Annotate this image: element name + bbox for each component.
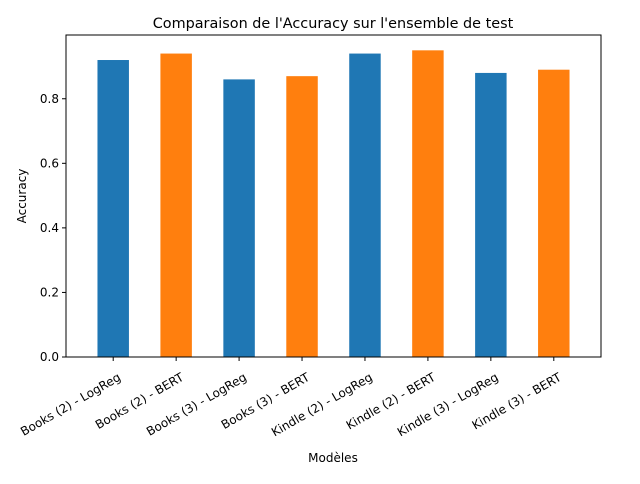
bar-1 — [97, 60, 129, 357]
y-tick-label: 0.0 — [40, 350, 59, 364]
bar-8 — [538, 69, 570, 357]
x-axis-label: Modèles — [308, 451, 358, 465]
bar-5 — [349, 53, 381, 358]
x-tick-label: Kindle (2) - LogReg — [269, 370, 375, 439]
bar-2 — [160, 53, 192, 358]
y-tick-label: 0.2 — [40, 285, 59, 299]
chart-title: Comparaison de l'Accuracy sur l'ensemble… — [153, 16, 514, 32]
bar-3 — [223, 79, 255, 358]
y-axis-label: Accuracy — [15, 169, 29, 224]
bar-7 — [475, 72, 507, 358]
y-tick-label: 0.6 — [40, 156, 59, 170]
plot-frame — [65, 34, 602, 358]
bars-group — [97, 50, 570, 358]
x-tick-label: Kindle (3) - LogReg — [395, 370, 501, 439]
bar-6 — [412, 50, 444, 357]
y-tick-label: 0.4 — [40, 221, 59, 235]
x-tick-label: Books (2) - LogReg — [18, 370, 123, 439]
y-tick-label: 0.8 — [40, 92, 59, 106]
bar-4 — [286, 76, 318, 357]
y-axis: 0.0 0.2 0.4 0.6 0.8 — [40, 92, 66, 364]
